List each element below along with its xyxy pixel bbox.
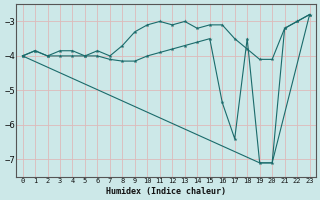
X-axis label: Humidex (Indice chaleur): Humidex (Indice chaleur): [106, 187, 226, 196]
